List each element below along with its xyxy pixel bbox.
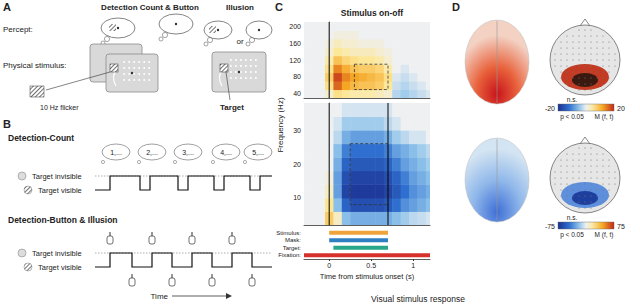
svg-text:1,...: 1,... xyxy=(110,149,122,156)
svg-text:3,...: 3,... xyxy=(182,149,194,156)
svg-text:Fixation:: Fixation: xyxy=(278,252,301,258)
svg-text:D: D xyxy=(452,1,460,13)
svg-text:10 Hz flicker: 10 Hz flicker xyxy=(40,104,79,111)
svg-text:0.5: 0.5 xyxy=(366,262,376,269)
svg-text:10: 10 xyxy=(293,194,301,201)
svg-text:Physical stimulus:: Physical stimulus: xyxy=(3,61,67,70)
svg-text:or: or xyxy=(236,37,243,46)
svg-text:-20: -20 xyxy=(545,105,555,112)
svg-text:40: 40 xyxy=(293,90,301,97)
svg-text:M (f, t): M (f, t) xyxy=(595,113,614,121)
svg-text:0: 0 xyxy=(327,262,331,269)
svg-text:n.s.: n.s. xyxy=(567,214,578,221)
svg-text:-75: -75 xyxy=(545,223,555,230)
svg-text:Time from stimulus onset (s): Time from stimulus onset (s) xyxy=(320,272,415,281)
svg-text:Target visible: Target visible xyxy=(38,263,82,272)
svg-text:75: 75 xyxy=(617,223,625,230)
svg-text:Stimulus on-off: Stimulus on-off xyxy=(341,8,403,18)
svg-text:Detection-Button & Illusion: Detection-Button & Illusion xyxy=(8,215,118,225)
svg-text:Visual stimulus response: Visual stimulus response xyxy=(371,294,465,304)
svg-text:4,...: 4,... xyxy=(220,149,232,156)
svg-text:Target invisible: Target invisible xyxy=(32,249,82,258)
svg-text:Time: Time xyxy=(151,292,169,301)
svg-text:Stimulus:: Stimulus: xyxy=(276,230,301,236)
svg-text:2,...: 2,... xyxy=(146,149,158,156)
svg-text:Target visible: Target visible xyxy=(38,186,82,195)
svg-text:Frequency (Hz): Frequency (Hz) xyxy=(276,97,285,152)
svg-text:20: 20 xyxy=(293,161,301,168)
svg-text:Target:: Target: xyxy=(283,245,302,251)
svg-text:Percept:: Percept: xyxy=(3,25,33,34)
svg-text:p < 0.05: p < 0.05 xyxy=(560,231,584,239)
svg-text:160: 160 xyxy=(289,40,301,47)
svg-text:20: 20 xyxy=(617,105,625,112)
svg-text:Detection-Count: Detection-Count xyxy=(8,133,74,143)
svg-text:A: A xyxy=(3,1,11,13)
svg-text:30: 30 xyxy=(293,127,301,134)
svg-text:Detection Count & Button: Detection Count & Button xyxy=(101,3,199,12)
svg-text:n.s.: n.s. xyxy=(567,96,578,103)
svg-text:120: 120 xyxy=(289,57,301,64)
svg-text:p < 0.05: p < 0.05 xyxy=(560,113,584,121)
svg-text:5,...: 5,... xyxy=(252,149,264,156)
svg-text:C: C xyxy=(275,1,283,13)
svg-text:80: 80 xyxy=(293,73,301,80)
svg-text:Target: Target xyxy=(220,103,244,112)
svg-text:M (f, t): M (f, t) xyxy=(595,231,614,239)
svg-text:1: 1 xyxy=(411,262,415,269)
svg-text:B: B xyxy=(3,118,11,130)
svg-text:Target invisible: Target invisible xyxy=(32,172,82,181)
svg-text:200: 200 xyxy=(289,23,301,30)
svg-text:Illusion: Illusion xyxy=(226,3,254,12)
svg-text:Mask:: Mask: xyxy=(285,237,301,243)
